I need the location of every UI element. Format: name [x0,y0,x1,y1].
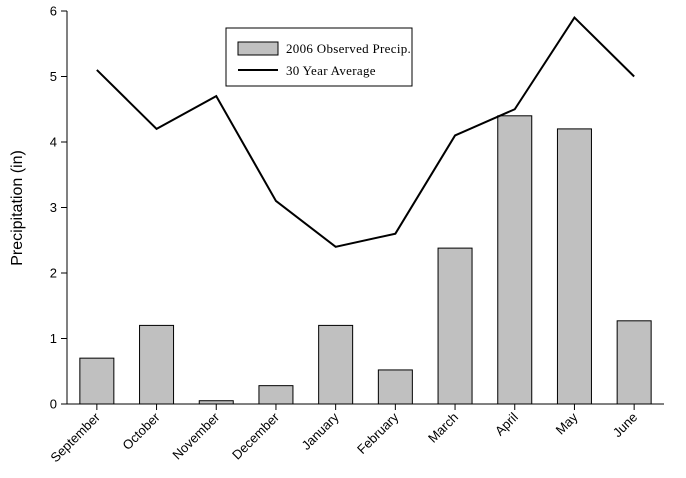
bar-december [258,385,294,405]
x-tick-label-january: January [298,409,342,453]
x-tick-label-november: November [169,409,222,462]
y-tick-label: 0 [50,397,57,412]
y-tick-label: 3 [50,200,57,215]
bar-september [79,357,115,405]
bar-january [318,324,354,405]
x-tick-label-october: October [119,409,163,453]
bar-may [556,128,592,405]
bar-june [616,320,652,405]
x-tick-label-june: June [610,410,641,441]
legend-label-average: 30 Year Average [286,63,376,78]
x-tick-label-september: September [47,409,103,465]
y-tick-labels: 0 1 2 3 4 5 6 [50,4,57,412]
line-series [96,15,635,248]
y-axis-title: Precipitation (in) [9,150,26,266]
bar-series [79,115,652,405]
y-tick-label: 4 [50,135,57,150]
legend-box [225,27,413,87]
legend-label-observed: 2006 Observed Precip. [286,41,411,56]
bar-february [377,369,413,405]
x-tick-label-december: December [229,409,282,462]
y-tick-label: 2 [50,266,57,281]
y-tick-label: 1 [50,331,57,346]
legend-bar-swatch [237,41,279,56]
x-tick-label-april: April [492,409,521,438]
x-tick-label-march: March [425,410,461,446]
axes [61,10,664,410]
legend: 2006 Observed Precip. 30 Year Average [225,27,413,87]
x-tick-label-may: May [553,409,581,437]
bar-april [497,115,533,405]
x-tick-labels: September October November December January F… [47,409,640,465]
y-tick-label: 6 [50,4,57,19]
y-tick-label: 5 [50,69,57,84]
average-line [96,15,635,248]
x-tick-label-february: February [354,409,402,457]
bar-october [139,324,175,405]
bar-march [437,247,473,405]
